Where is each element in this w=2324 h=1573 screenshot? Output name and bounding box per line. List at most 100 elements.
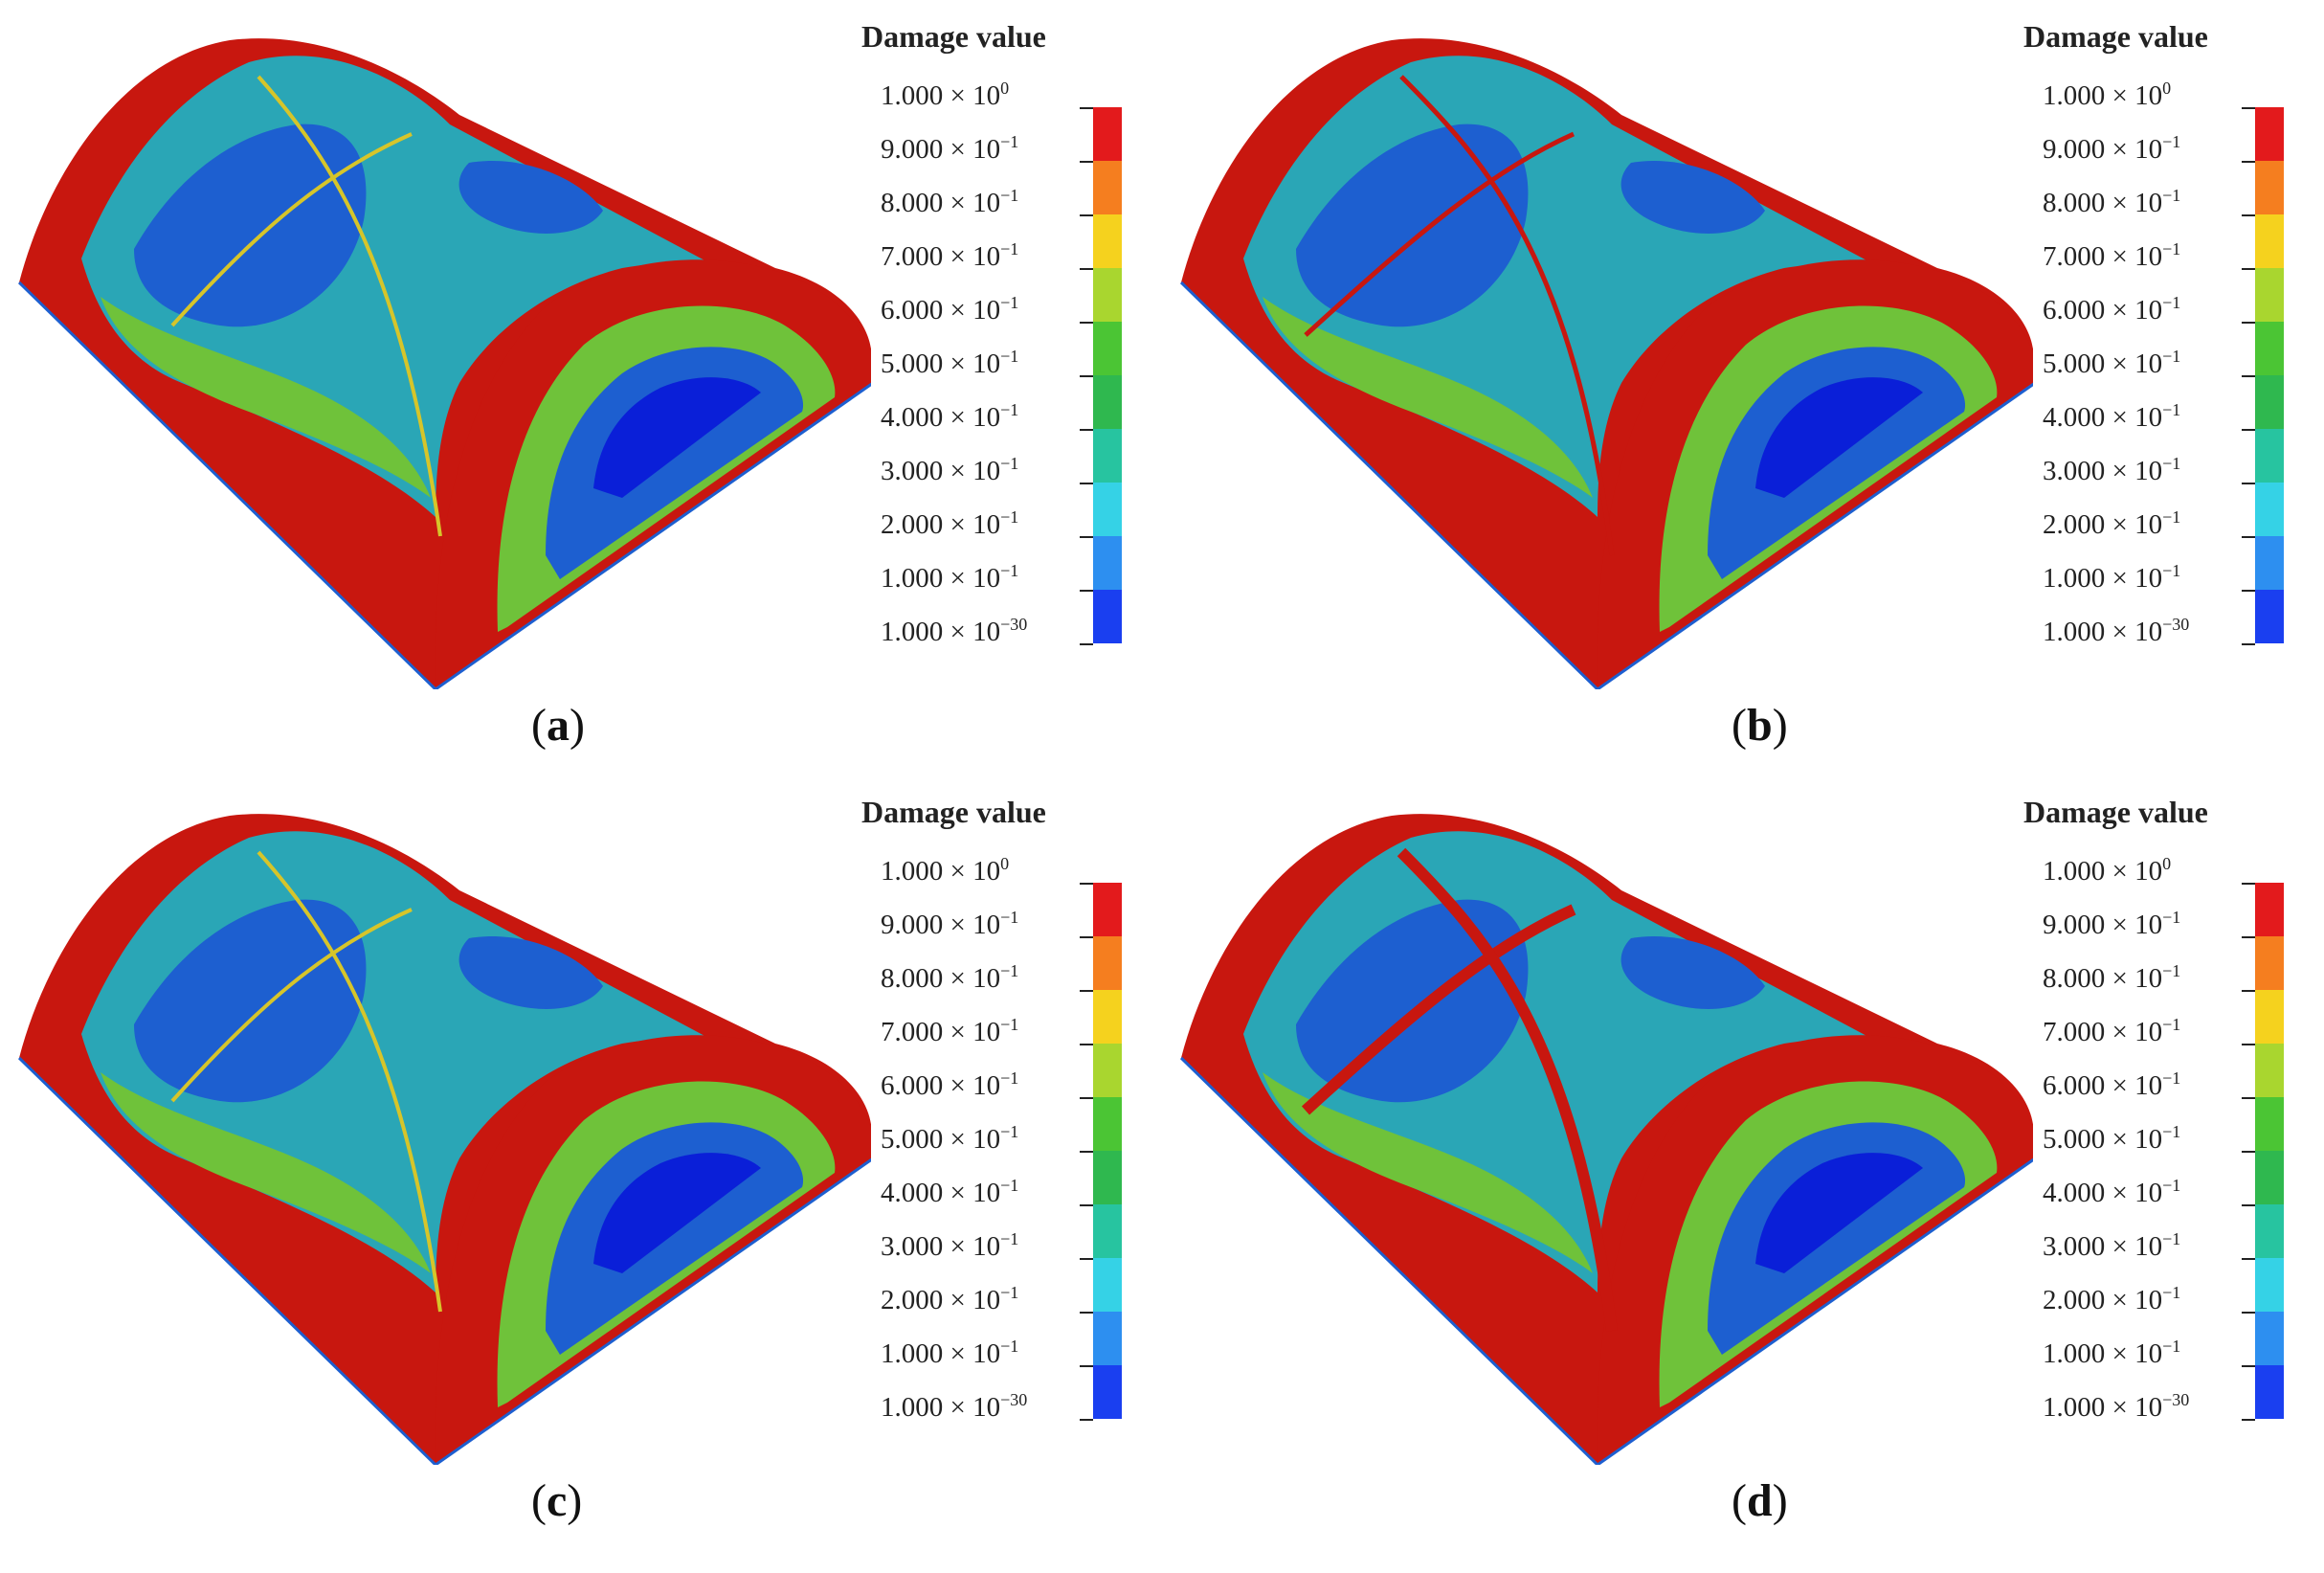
- damage-band-green: [1263, 297, 1593, 498]
- legend-tick-label: 9.000 × 10−1: [881, 132, 1019, 165]
- legend-tick-label: 8.000 × 10−1: [2043, 961, 2181, 994]
- legend-tick-label: 1.000 × 10−1: [881, 1337, 1019, 1369]
- color-scale-segment: [1093, 214, 1122, 268]
- color-scale-segment: [1093, 268, 1122, 322]
- legend-tick-label: 2.000 × 10−1: [881, 507, 1019, 540]
- damage-legend: Damage value 1.000 × 100 9.000 × 10−1 8.000…: [842, 795, 1158, 1446]
- damage-band-green: [101, 297, 431, 498]
- legend-tick-label: 1.000 × 10−30: [2043, 615, 2190, 647]
- crack-diagonal: [257, 75, 442, 537]
- legend-tick-label: 4.000 × 10−1: [881, 1176, 1019, 1208]
- color-scale-segment: [2255, 429, 2284, 483]
- crack-diagonal: [257, 850, 442, 1313]
- legend-tick-mark: [1080, 214, 1093, 216]
- panel-b: Damage value 1.000 × 100 9.000 × 10−1 8.000…: [1162, 0, 2324, 775]
- legend-tick-mark: [1080, 322, 1093, 324]
- legend-tick-label: 4.000 × 10−1: [2043, 400, 2181, 433]
- crack-diagonal: [1397, 847, 1618, 1332]
- legend-tick-mark: [1080, 1204, 1093, 1206]
- legend-tick-mark: [1080, 1151, 1093, 1153]
- panel-caption: (b): [1732, 700, 1788, 751]
- legend-tick-mark: [1080, 107, 1093, 109]
- legend-tick-label: 3.000 × 10−1: [881, 1229, 1019, 1262]
- color-scale-bar: [1093, 107, 1122, 643]
- color-scale-segment: [1093, 375, 1122, 429]
- damage-patch-blue: [1620, 936, 1765, 1009]
- legend-tick-mark: [1080, 161, 1093, 163]
- damage-band-green: [101, 1072, 431, 1273]
- panel-caption: (c): [531, 1475, 583, 1526]
- color-scale-segment: [2255, 1365, 2284, 1419]
- legend-tick-mark: [2242, 1097, 2255, 1099]
- color-scale-segment: [1093, 1312, 1122, 1365]
- legend-title: Damage value: [861, 19, 1046, 54]
- legend-tick-mark: [1080, 1419, 1093, 1421]
- color-scale-segment: [2255, 214, 2284, 268]
- legend-tick-label: 4.000 × 10−1: [881, 400, 1019, 433]
- panel-c: Damage value 1.000 × 100 9.000 × 10−1 8.000…: [0, 775, 1162, 1551]
- legend-tick-label: 7.000 × 10−1: [2043, 1015, 2181, 1047]
- legend-tick-mark: [1080, 590, 1093, 592]
- base-edge: [1179, 1056, 1599, 1465]
- legend-tick-label: 4.000 × 10−1: [2043, 1176, 2181, 1208]
- color-scale-segment: [2255, 483, 2284, 536]
- legend-tick-label: 1.000 × 10−30: [881, 1390, 1028, 1423]
- panel-d: Damage value 1.000 × 100 9.000 × 10−1 8.000…: [1162, 775, 2324, 1551]
- color-scale-segment: [2255, 161, 2284, 214]
- legend-tick-mark: [2242, 536, 2255, 538]
- legend-tick-mark: [1080, 483, 1093, 484]
- legend-tick-label: 6.000 × 10−1: [881, 1068, 1019, 1101]
- color-scale-segment: [1093, 936, 1122, 990]
- legend-tick-mark: [1080, 1097, 1093, 1099]
- damage-legend: Damage value 1.000 × 100 9.000 × 10−1 8.000…: [2004, 19, 2320, 670]
- legend-tick-label: 8.000 × 10−1: [881, 961, 1019, 994]
- color-scale-bar: [2255, 883, 2284, 1419]
- legend-tick-label: 8.000 × 10−1: [2043, 186, 2181, 218]
- damage-patch-blue: [1296, 124, 1529, 327]
- color-scale-segment: [1093, 1097, 1122, 1151]
- legend-tick-label: 5.000 × 10−1: [881, 1122, 1019, 1155]
- damage-legend: Damage value 1.000 × 100 9.000 × 10−1 8.000…: [842, 19, 1158, 670]
- damage-band-green: [1263, 1072, 1593, 1273]
- damage-patch-blue: [1620, 161, 1765, 234]
- color-scale-segment: [2255, 375, 2284, 429]
- base-edge: [1597, 382, 2033, 689]
- color-scale-segment: [1093, 990, 1122, 1044]
- color-scale-segment: [1093, 1204, 1122, 1258]
- legend-tick-label: 1.000 × 10−30: [2043, 1390, 2190, 1423]
- color-scale-segment: [2255, 1258, 2284, 1312]
- legend-tick-mark: [1080, 268, 1093, 270]
- damage-legend: Damage value 1.000 × 100 9.000 × 10−1 8.000…: [2004, 795, 2320, 1446]
- legend-tick-label: 1.000 × 10−1: [2043, 1337, 2181, 1369]
- legend-tick-mark: [2242, 322, 2255, 324]
- legend-tick-mark: [2242, 483, 2255, 484]
- color-scale-segment: [2255, 936, 2284, 990]
- legend-tick-label: 8.000 × 10−1: [881, 186, 1019, 218]
- legend-tick-mark: [2242, 375, 2255, 377]
- damage-patch-blue: [1296, 899, 1529, 1103]
- legend-tick-label: 9.000 × 10−1: [881, 908, 1019, 940]
- legend-tick-mark: [2242, 990, 2255, 992]
- color-scale-segment: [2255, 1044, 2284, 1097]
- arch-face-core: [593, 1153, 761, 1273]
- color-scale-segment: [1093, 1365, 1122, 1419]
- color-scale-segment: [1093, 429, 1122, 483]
- base-edge: [1179, 281, 1599, 689]
- legend-title: Damage value: [2023, 19, 2208, 54]
- base-edge: [1597, 1157, 2033, 1465]
- color-scale-segment: [2255, 1204, 2284, 1258]
- color-scale-segment: [1093, 883, 1122, 936]
- legend-tick-label: 3.000 × 10−1: [2043, 1229, 2181, 1262]
- legend-tick-mark: [2242, 1365, 2255, 1367]
- legend-tick-mark: [1080, 883, 1093, 885]
- damage-patch-blue: [458, 936, 603, 1009]
- legend-tick-mark: [1080, 1312, 1093, 1314]
- legend-tick-label: 6.000 × 10−1: [2043, 293, 2181, 326]
- legend-tick-mark: [1080, 1258, 1093, 1260]
- color-scale-segment: [1093, 590, 1122, 643]
- legend-tick-label: 1.000 × 100: [881, 854, 1010, 887]
- base-edge: [17, 1056, 437, 1465]
- arch-face-core: [1755, 1153, 1923, 1273]
- legend-tick-label: 2.000 × 10−1: [2043, 507, 2181, 540]
- legend-tick-mark: [2242, 1044, 2255, 1045]
